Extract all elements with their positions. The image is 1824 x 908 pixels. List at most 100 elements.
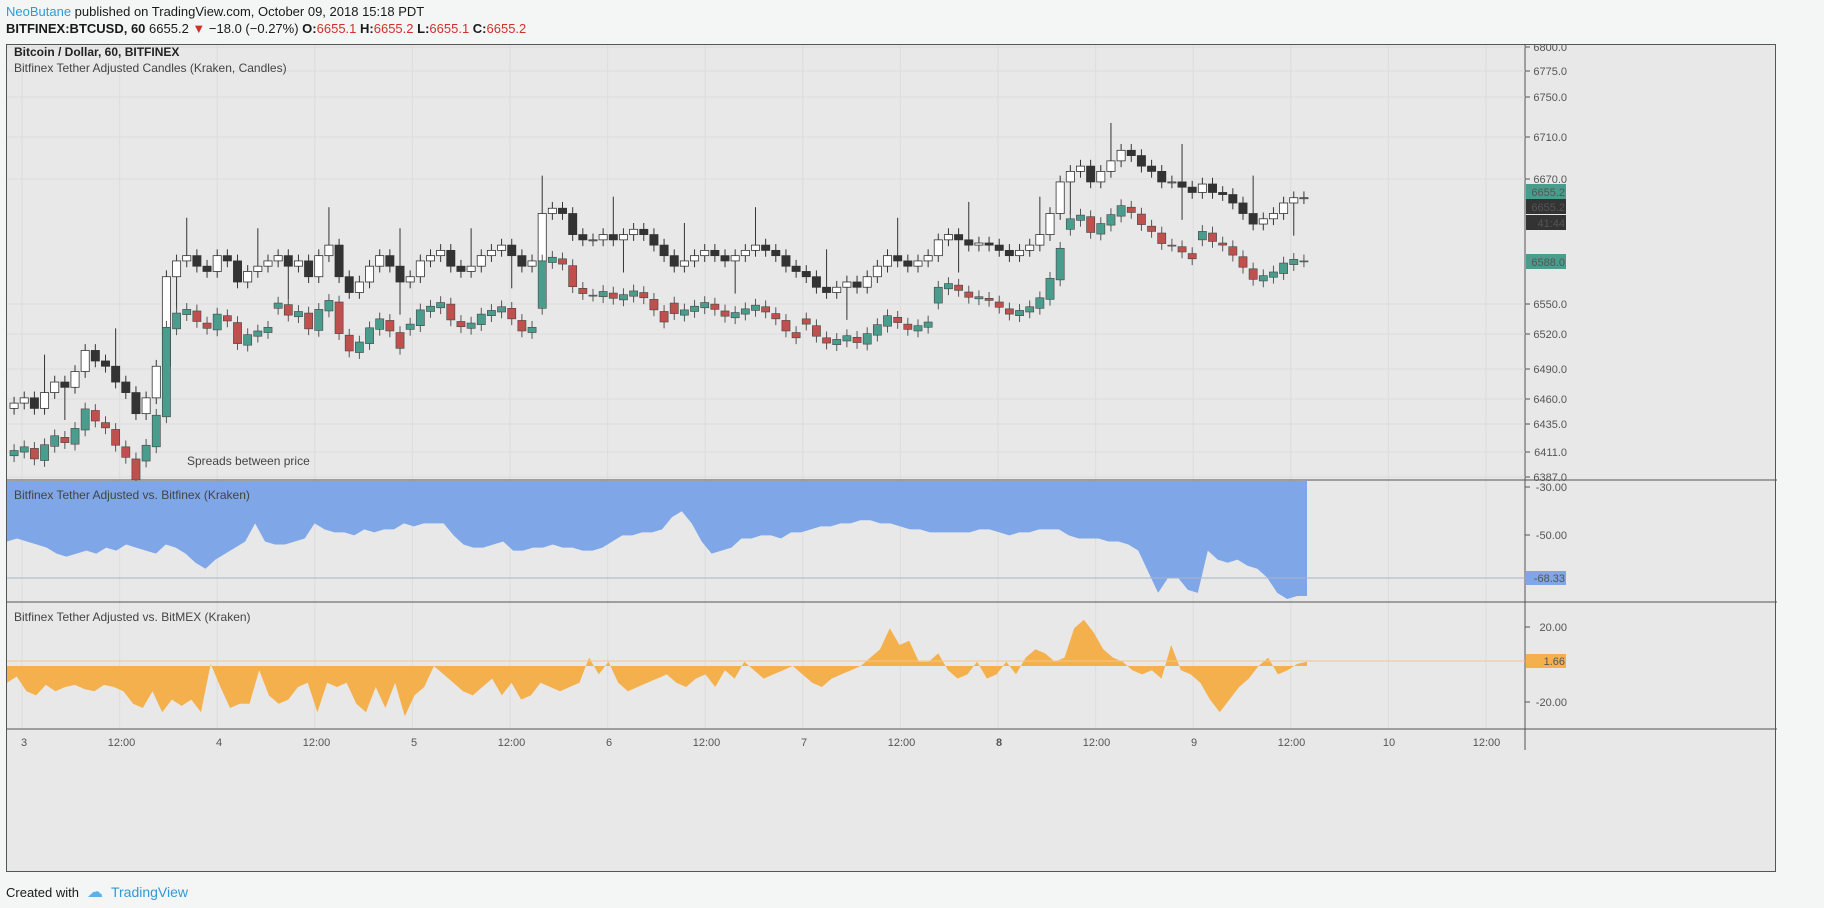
candle-upper	[791, 265, 801, 272]
candle-lower	[659, 311, 669, 323]
x-tick-label: 12:00	[1473, 737, 1501, 749]
candle-upper	[60, 381, 70, 388]
candle-lower	[202, 322, 212, 329]
spread-area-orange	[7, 619, 1307, 717]
candle-upper	[618, 234, 628, 241]
candle-upper	[659, 244, 669, 257]
candle-upper	[690, 255, 700, 262]
candle-lower	[822, 337, 831, 344]
candle-lower	[639, 292, 649, 299]
x-tick-label: 3	[21, 737, 27, 749]
candle-lower	[294, 311, 303, 318]
candle-upper	[314, 255, 324, 278]
candle-lower	[141, 444, 151, 462]
candle-upper	[954, 234, 964, 241]
candle-upper	[598, 234, 608, 241]
y-tick-label: 6800.0	[1533, 45, 1567, 54]
candle-lower	[192, 310, 202, 322]
o-value: 6655.1	[316, 21, 357, 36]
o-label: O:	[302, 21, 317, 36]
candle-lower	[60, 437, 70, 443]
candle-upper	[1076, 165, 1085, 172]
candle-lower	[456, 321, 466, 328]
candle-upper	[212, 255, 222, 272]
candle-upper	[740, 249, 750, 257]
candle-upper	[131, 392, 141, 415]
candle-lower	[1157, 232, 1167, 244]
candle-lower	[537, 260, 547, 309]
chart-subtitle: Bitfinex Tether Adjusted Candles (Kraken…	[14, 61, 287, 75]
last-price: 6655.2	[149, 21, 189, 36]
candle-upper	[507, 244, 517, 257]
candle-upper	[1197, 183, 1207, 193]
candle-upper	[9, 402, 19, 409]
candle-lower	[994, 301, 1004, 308]
candle-lower	[263, 326, 273, 333]
candle-upper	[1258, 218, 1268, 225]
author-link[interactable]: NeoButane	[6, 4, 72, 19]
candle-lower	[700, 302, 710, 309]
y-tick-label: -20.00	[1536, 697, 1567, 709]
candle-upper	[29, 397, 39, 409]
candle-upper	[527, 260, 537, 267]
x-tick-label: 8	[996, 737, 1002, 749]
candle-lower	[720, 310, 730, 317]
x-tick-label: 12:00	[1278, 737, 1306, 749]
candle-upper	[781, 255, 791, 267]
candle-lower	[365, 327, 374, 344]
footer: Created with ☁ TradingView	[6, 882, 188, 902]
candle-upper	[629, 228, 639, 235]
x-tick-label: 12:00	[1083, 737, 1111, 749]
candle-lower	[852, 336, 862, 343]
chart-canvas[interactable]: 6800.06775.06750.06710.06670.06550.06520…	[7, 45, 1777, 873]
candle-upper	[1228, 194, 1238, 204]
candle-lower	[872, 324, 882, 336]
tradingview-brand[interactable]: TradingView	[110, 884, 189, 900]
candle-lower	[1279, 262, 1288, 274]
y-tick-label: 6550.0	[1533, 299, 1567, 311]
candle-lower	[273, 302, 283, 309]
candle-upper	[70, 371, 80, 388]
chart-frame[interactable]: 6800.0 6775.0 6750.0 6710.0 6670.0 6550.0 6520…	[6, 44, 1777, 873]
candle-lower	[751, 304, 760, 311]
candle-lower	[90, 410, 100, 422]
chart-title: Bitcoin / Dollar, 60, BITFINEX	[14, 45, 179, 59]
candle-lower	[304, 312, 313, 330]
candle-lower	[974, 296, 984, 300]
candle-upper	[700, 249, 710, 257]
candle-lower	[1005, 308, 1014, 315]
candle-upper	[568, 213, 578, 235]
candle-upper	[486, 249, 496, 257]
candle-upper	[1004, 249, 1014, 257]
candle-lower	[801, 318, 811, 325]
candle-upper	[822, 286, 832, 293]
candle-lower	[436, 302, 446, 309]
candle-lower	[283, 304, 293, 316]
candle-upper	[1248, 213, 1258, 225]
candle-upper	[1045, 213, 1055, 235]
candle-lower	[680, 309, 689, 316]
candle-upper	[943, 234, 953, 241]
candle-lower	[151, 414, 161, 448]
created-with-text: Created with	[6, 884, 79, 900]
candle-upper	[852, 281, 862, 288]
candle-lower	[903, 323, 913, 330]
h-value: 6655.2	[373, 21, 414, 36]
candle-lower	[913, 325, 923, 332]
candle-lower	[222, 315, 232, 322]
candle-upper	[710, 249, 720, 257]
candle-lower	[619, 294, 628, 301]
x-tick-label: 10	[1383, 737, 1395, 749]
candle-lower	[1228, 246, 1238, 256]
candle-lower	[1167, 244, 1177, 247]
candle-upper	[964, 239, 974, 246]
candle-upper	[253, 265, 263, 272]
candle-upper	[1136, 155, 1146, 167]
candle-upper	[334, 244, 344, 278]
candle-upper	[984, 242, 994, 246]
candle-upper	[202, 265, 212, 272]
candle-lower	[791, 332, 801, 339]
candle-upper	[893, 255, 903, 262]
c-label: C:	[472, 21, 487, 36]
candle-upper	[344, 276, 354, 293]
